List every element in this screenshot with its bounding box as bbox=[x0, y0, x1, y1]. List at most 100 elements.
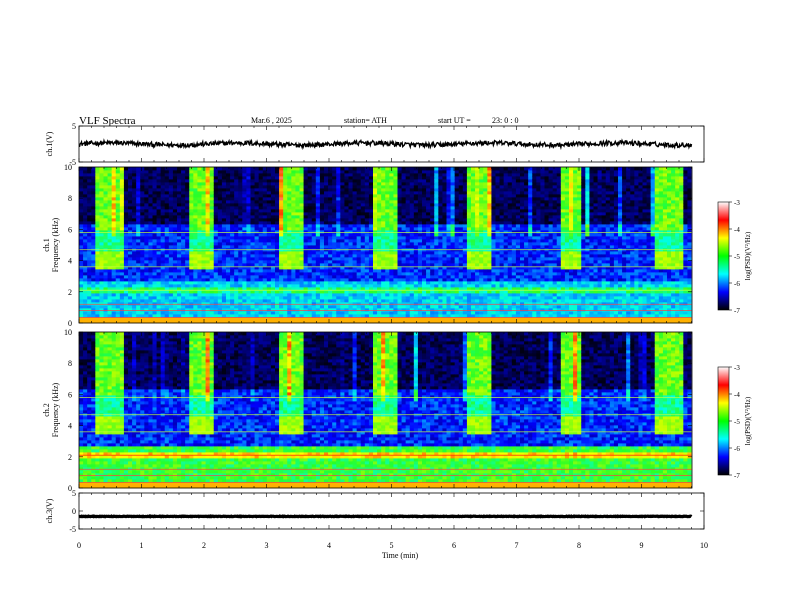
spectrogram-cell bbox=[230, 188, 235, 192]
spectrogram-cell bbox=[132, 206, 137, 210]
spectrogram-cell bbox=[197, 320, 202, 324]
spectrogram-cell bbox=[83, 203, 88, 207]
spectrogram-cell bbox=[438, 314, 443, 318]
spectrogram-cell bbox=[430, 242, 435, 246]
spectrogram-cell bbox=[393, 185, 398, 189]
spectrogram-cell bbox=[119, 203, 125, 207]
spectrogram-cell bbox=[95, 170, 100, 174]
spectrogram-cell bbox=[409, 179, 415, 183]
spectrogram-cell bbox=[156, 263, 162, 267]
spectrogram-cell bbox=[450, 191, 456, 195]
spectrogram-cell bbox=[164, 209, 170, 213]
spectrogram-cell bbox=[377, 311, 382, 315]
spectrogram-cell bbox=[156, 308, 162, 312]
spectrogram-cell bbox=[213, 314, 219, 318]
spectrogram-cell bbox=[177, 194, 182, 198]
spectrogram-cell bbox=[103, 233, 108, 237]
spectrogram-cell bbox=[111, 263, 117, 267]
spectrogram-cell bbox=[234, 311, 239, 315]
spectrogram-cell bbox=[136, 173, 141, 177]
spectrogram-cell bbox=[275, 188, 280, 192]
spectrogram-cell bbox=[303, 251, 309, 255]
spectrogram-cell bbox=[393, 242, 398, 246]
spectrogram-cell bbox=[364, 209, 370, 213]
spectrogram-cell bbox=[291, 305, 296, 309]
spectrogram-cell bbox=[270, 209, 276, 213]
spectrogram-cell bbox=[205, 257, 211, 261]
spectrogram-cell bbox=[287, 206, 292, 210]
spectrogram-cell bbox=[189, 200, 194, 204]
spectrogram-cell bbox=[283, 308, 288, 312]
spectrogram-cell bbox=[234, 194, 239, 198]
spectrogram-cell bbox=[262, 266, 268, 270]
spectrogram-cell bbox=[348, 275, 353, 279]
spectrogram-cell bbox=[291, 230, 296, 234]
spectrogram-cell bbox=[319, 260, 325, 264]
spectrogram-cell bbox=[201, 215, 206, 219]
spectrogram-cell bbox=[234, 263, 239, 267]
spectrogram-cell bbox=[95, 197, 100, 201]
spectrogram-cell bbox=[168, 236, 174, 240]
spectrogram-cell bbox=[315, 278, 321, 282]
spectrogram-cell bbox=[197, 317, 202, 321]
spectrogram-cell bbox=[454, 224, 460, 228]
spectrogram-cell bbox=[307, 179, 313, 183]
spectrogram-cell bbox=[417, 296, 423, 300]
spectrogram-cell bbox=[111, 257, 117, 261]
spectrogram-cell bbox=[205, 320, 211, 324]
spectrogram-cell bbox=[209, 278, 215, 282]
spectrogram-cell bbox=[160, 305, 166, 309]
spectrogram-cell bbox=[148, 254, 153, 258]
spectrogram-cell bbox=[442, 263, 447, 267]
spectrogram-cell bbox=[422, 221, 427, 225]
spectrogram-cell bbox=[148, 314, 153, 318]
spectrogram-cell bbox=[132, 293, 137, 297]
spectrogram-cell bbox=[373, 317, 378, 321]
spectrogram-cell bbox=[95, 185, 100, 189]
spectrogram-cell bbox=[434, 254, 439, 258]
spectrogram-cell bbox=[95, 242, 100, 246]
spectrogram-cell bbox=[156, 188, 162, 192]
spectrogram-cell bbox=[373, 311, 378, 315]
spectrogram-cell bbox=[189, 188, 194, 192]
spectrogram-cell bbox=[107, 278, 113, 282]
spectrogram-cell bbox=[299, 314, 304, 318]
spectrogram-cell bbox=[205, 185, 211, 189]
spectrogram-cell bbox=[422, 311, 427, 315]
spectrogram-cell bbox=[295, 197, 300, 201]
spectrogram-cell bbox=[168, 317, 174, 321]
spectrogram-cell bbox=[409, 236, 415, 240]
spectrogram-cell bbox=[193, 173, 198, 177]
spectrogram-cell bbox=[246, 230, 251, 234]
spectrogram-cell bbox=[381, 227, 386, 231]
spectrogram-cell bbox=[275, 194, 280, 198]
spectrogram-cell bbox=[148, 200, 153, 204]
spectrogram-cell bbox=[299, 191, 304, 195]
spectrogram-cell bbox=[95, 290, 100, 294]
spectrogram-cell bbox=[254, 218, 260, 222]
spectrogram-cell bbox=[287, 293, 292, 297]
spectrogram-cell bbox=[360, 167, 366, 171]
spectrogram-cell bbox=[360, 275, 366, 279]
spectrogram-cell bbox=[103, 239, 108, 243]
spectrogram-cell bbox=[303, 218, 309, 222]
spectrogram-cell bbox=[279, 302, 284, 306]
spectrogram-cell bbox=[336, 179, 341, 183]
spectrogram-cell bbox=[160, 320, 166, 324]
spectrogram-cell bbox=[119, 230, 125, 234]
spectrogram-cell bbox=[409, 302, 415, 306]
spectrogram-cell bbox=[234, 269, 239, 273]
spectrogram-cell bbox=[442, 320, 447, 324]
spectrogram-cell bbox=[450, 299, 456, 303]
spectrogram-cell bbox=[156, 314, 162, 318]
spectrogram-cell bbox=[164, 230, 170, 234]
spectrogram-cell bbox=[107, 167, 113, 171]
spectrogram-cell bbox=[381, 167, 386, 171]
spectrogram-cell bbox=[221, 206, 227, 210]
spectrogram-cell bbox=[446, 269, 451, 273]
spectrogram-cell bbox=[181, 197, 186, 201]
spectrogram-cell bbox=[409, 266, 415, 270]
spectrogram-cell bbox=[136, 188, 141, 192]
spectrogram-cell bbox=[413, 203, 419, 207]
spectrogram-cell bbox=[373, 293, 378, 297]
